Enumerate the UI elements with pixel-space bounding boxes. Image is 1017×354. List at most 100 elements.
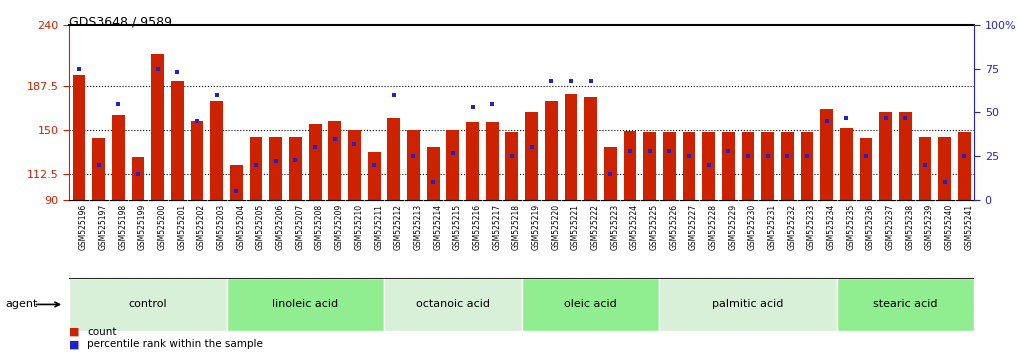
Bar [643, 132, 656, 200]
Bar [348, 130, 361, 200]
Bar [112, 115, 125, 200]
Bar [545, 101, 557, 200]
Text: GSM525214: GSM525214 [433, 204, 442, 250]
Text: GSM525204: GSM525204 [236, 204, 245, 250]
Bar [407, 130, 420, 200]
Bar [663, 132, 675, 200]
Text: GSM525220: GSM525220 [551, 204, 560, 250]
Text: GSM525218: GSM525218 [512, 204, 521, 250]
Text: GSM525210: GSM525210 [355, 204, 363, 250]
Bar [741, 132, 755, 200]
Text: GSM525213: GSM525213 [414, 204, 422, 250]
Bar [762, 132, 774, 200]
Text: GSM525199: GSM525199 [138, 204, 147, 250]
Text: GSM525238: GSM525238 [905, 204, 914, 250]
Bar [171, 81, 184, 200]
Text: GSM525215: GSM525215 [453, 204, 462, 250]
Bar [918, 137, 932, 200]
Text: GSM525234: GSM525234 [827, 204, 836, 250]
Text: GSM525235: GSM525235 [846, 204, 855, 250]
Bar [384, 278, 522, 331]
Bar [899, 113, 912, 200]
Bar [659, 278, 837, 331]
Bar [682, 132, 696, 200]
Text: GSM525227: GSM525227 [689, 204, 698, 250]
Bar [525, 113, 538, 200]
Text: GSM525230: GSM525230 [747, 204, 757, 250]
Bar [703, 132, 715, 200]
Text: GSM525224: GSM525224 [630, 204, 639, 250]
Text: GSM525211: GSM525211 [374, 204, 383, 250]
Text: percentile rank within the sample: percentile rank within the sample [87, 339, 263, 349]
Bar [270, 137, 282, 200]
Text: GSM525236: GSM525236 [866, 204, 875, 250]
Bar [152, 54, 164, 200]
Bar [859, 138, 873, 200]
Text: GSM525201: GSM525201 [177, 204, 186, 250]
Bar [958, 132, 971, 200]
Bar [781, 132, 793, 200]
Bar [368, 152, 380, 200]
Text: GSM525212: GSM525212 [394, 204, 403, 250]
Text: GSM525203: GSM525203 [217, 204, 226, 250]
Text: GSM525239: GSM525239 [925, 204, 934, 250]
Text: GSM525206: GSM525206 [276, 204, 285, 250]
Bar [131, 157, 144, 200]
Text: GSM525225: GSM525225 [650, 204, 659, 250]
Text: ■: ■ [69, 339, 79, 349]
Text: GSM525200: GSM525200 [158, 204, 167, 250]
Text: oleic acid: oleic acid [564, 299, 617, 309]
Text: GSM525237: GSM525237 [886, 204, 895, 250]
Text: linoleic acid: linoleic acid [273, 299, 339, 309]
Text: GSM525231: GSM525231 [768, 204, 777, 250]
Bar [427, 147, 439, 200]
Bar [840, 127, 853, 200]
Text: GSM525209: GSM525209 [335, 204, 344, 250]
Text: GSM525205: GSM525205 [256, 204, 265, 250]
Bar [72, 75, 85, 200]
Text: GSM525208: GSM525208 [315, 204, 324, 250]
Text: GSM525241: GSM525241 [964, 204, 973, 250]
Text: GSM525233: GSM525233 [807, 204, 816, 250]
Text: GSM525216: GSM525216 [473, 204, 481, 250]
Bar [604, 147, 616, 200]
Text: ■: ■ [69, 327, 79, 337]
Text: GSM525217: GSM525217 [492, 204, 501, 250]
Text: GSM525228: GSM525228 [709, 204, 718, 250]
Bar [564, 94, 578, 200]
Text: GSM525226: GSM525226 [669, 204, 678, 250]
Text: control: control [128, 299, 167, 309]
Text: agent: agent [5, 299, 38, 309]
Bar [446, 130, 460, 200]
Text: palmitic acid: palmitic acid [712, 299, 784, 309]
Bar [289, 137, 302, 200]
Bar [250, 137, 262, 200]
Bar [821, 109, 833, 200]
Bar [800, 132, 814, 200]
Bar [486, 122, 498, 200]
Text: count: count [87, 327, 117, 337]
Bar [328, 121, 341, 200]
Bar [522, 278, 659, 331]
Bar [69, 278, 227, 331]
Text: GSM525223: GSM525223 [610, 204, 619, 250]
Bar [722, 132, 734, 200]
Text: GSM525207: GSM525207 [295, 204, 304, 250]
Text: GSM525202: GSM525202 [197, 204, 206, 250]
Bar [623, 131, 637, 200]
Text: GSM525221: GSM525221 [571, 204, 580, 250]
Bar [211, 101, 223, 200]
Text: GSM525219: GSM525219 [532, 204, 541, 250]
Text: GSM525240: GSM525240 [945, 204, 954, 250]
Text: GSM525197: GSM525197 [99, 204, 108, 250]
Bar [584, 97, 597, 200]
Bar [230, 165, 243, 200]
Text: GSM525232: GSM525232 [787, 204, 796, 250]
Bar [227, 278, 384, 331]
Bar [309, 124, 321, 200]
Text: GSM525222: GSM525222 [591, 204, 600, 250]
Text: GSM525196: GSM525196 [79, 204, 88, 250]
Bar [93, 138, 105, 200]
Text: GDS3648 / 9589: GDS3648 / 9589 [69, 16, 172, 29]
Bar [837, 278, 974, 331]
